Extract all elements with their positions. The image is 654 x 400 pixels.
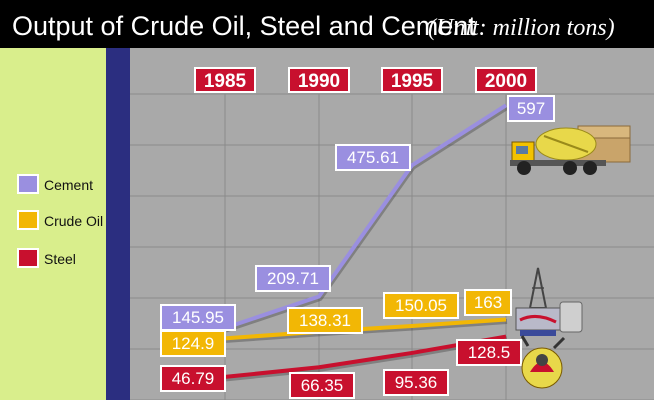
data-label-box	[289, 309, 361, 332]
year-label-box	[383, 69, 441, 91]
series-line-shadow	[225, 319, 508, 343]
legend-label-cement: Cement	[44, 177, 93, 193]
data-label-box	[291, 374, 353, 397]
series-line-cement	[224, 103, 508, 330]
legend-swatch-cement	[17, 174, 39, 194]
side-band	[106, 48, 130, 400]
legend-swatch-crude_oil	[17, 210, 39, 230]
data-label: 66.35	[301, 376, 344, 395]
data-label: 46.79	[172, 369, 215, 388]
legend-label-steel: Steel	[44, 251, 76, 267]
steel-worker-icon	[520, 335, 566, 389]
data-label: 145.95	[172, 308, 224, 327]
data-label-box	[162, 306, 234, 329]
series-lines	[224, 103, 509, 382]
data-label-box	[257, 267, 329, 290]
year-label-box	[477, 69, 535, 91]
data-label: 209.71	[267, 269, 319, 288]
year-label-box	[290, 69, 348, 91]
chart-unit: (Unit: million tons)	[428, 15, 615, 41]
data-label: 124.9	[172, 334, 215, 353]
data-label-box	[385, 371, 447, 394]
oil-rig-icon	[515, 267, 583, 336]
x-tick-label: 1985	[204, 71, 247, 92]
x-tick-label: 1995	[391, 71, 434, 92]
series-line-crude_oil	[224, 317, 507, 341]
data-label-box	[458, 341, 520, 364]
chart-title: Output of Crude Oil, Steel and Cement	[12, 11, 476, 41]
data-label: 128.5	[468, 343, 511, 362]
data-label: 138.31	[299, 311, 351, 330]
year-label-box	[196, 69, 254, 91]
data-label-box	[162, 332, 224, 355]
header-bar	[0, 0, 654, 48]
data-label-box	[162, 367, 224, 390]
legend-swatch-steel	[17, 248, 39, 268]
data-label-box	[385, 294, 457, 317]
data-label: 597	[517, 99, 545, 118]
data-label-box	[337, 146, 409, 169]
data-label-box	[509, 97, 553, 120]
x-tick-label: 1990	[298, 71, 340, 92]
data-label: 475.61	[347, 148, 399, 167]
data-labels: 145.95 209.71 475.61 597 124.9 138.31 150.05 16…	[160, 95, 555, 399]
data-label: 95.36	[395, 373, 438, 392]
data-label: 163	[474, 293, 502, 312]
x-tick-label: 2000	[485, 71, 527, 92]
legend-label-crude_oil: Crude Oil	[44, 213, 103, 229]
data-label: 150.05	[395, 296, 447, 315]
cement-truck-icon	[510, 125, 631, 175]
legend: Cement Crude Oil Steel	[17, 174, 103, 268]
year-labels: 1985 1990 1995 2000	[194, 67, 537, 93]
data-label-box	[466, 291, 510, 314]
